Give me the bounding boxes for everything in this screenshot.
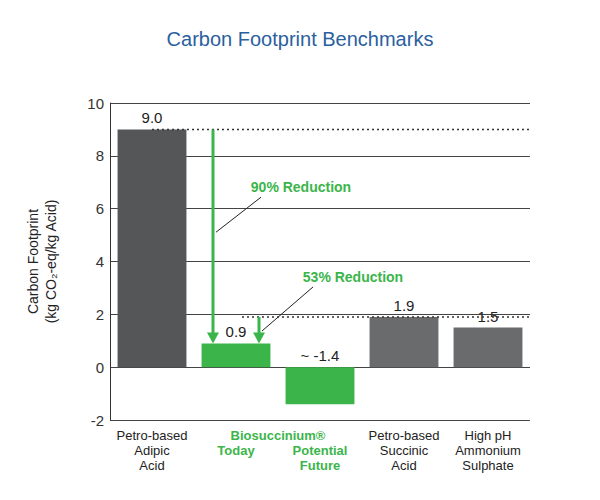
svg-text:Ammonium: Ammonium xyxy=(455,443,521,458)
svg-text:Biosuccinium®: Biosuccinium® xyxy=(231,428,326,443)
svg-text:9.0: 9.0 xyxy=(142,109,163,126)
svg-text:Adipic: Adipic xyxy=(134,443,170,458)
svg-text:Carbon Footprint Benchmarks: Carbon Footprint Benchmarks xyxy=(167,28,434,50)
svg-text:2: 2 xyxy=(96,306,104,323)
svg-text:0.9: 0.9 xyxy=(226,323,247,340)
svg-text:~ -1.4: ~ -1.4 xyxy=(301,347,340,364)
svg-text:8: 8 xyxy=(96,147,104,164)
svg-text:Petro-based: Petro-based xyxy=(117,428,188,443)
svg-text:6: 6 xyxy=(96,200,104,217)
svg-text:High pH: High pH xyxy=(465,428,512,443)
svg-text:1.9: 1.9 xyxy=(394,297,415,314)
svg-text:Today: Today xyxy=(217,443,255,458)
svg-text:Potential: Potential xyxy=(293,443,348,458)
svg-text:Succinic: Succinic xyxy=(380,443,429,458)
svg-text:Petro-based: Petro-based xyxy=(369,428,440,443)
svg-text:53% Reduction: 53% Reduction xyxy=(303,269,403,285)
svg-text:(kg CO₂-eq/kg Acid): (kg CO₂-eq/kg Acid) xyxy=(43,200,59,324)
svg-text:Sulphate: Sulphate xyxy=(462,458,513,473)
svg-text:Acid: Acid xyxy=(139,458,164,473)
svg-text:1.5: 1.5 xyxy=(478,308,499,325)
svg-text:-2: -2 xyxy=(91,412,104,429)
svg-text:90% Reduction: 90% Reduction xyxy=(251,179,351,195)
svg-text:10: 10 xyxy=(87,95,104,112)
svg-text:Acid: Acid xyxy=(391,458,416,473)
svg-text:Carbon Footprint: Carbon Footprint xyxy=(25,209,41,314)
svg-text:4: 4 xyxy=(96,253,104,270)
svg-text:0: 0 xyxy=(96,359,104,376)
svg-text:Future: Future xyxy=(300,458,340,473)
